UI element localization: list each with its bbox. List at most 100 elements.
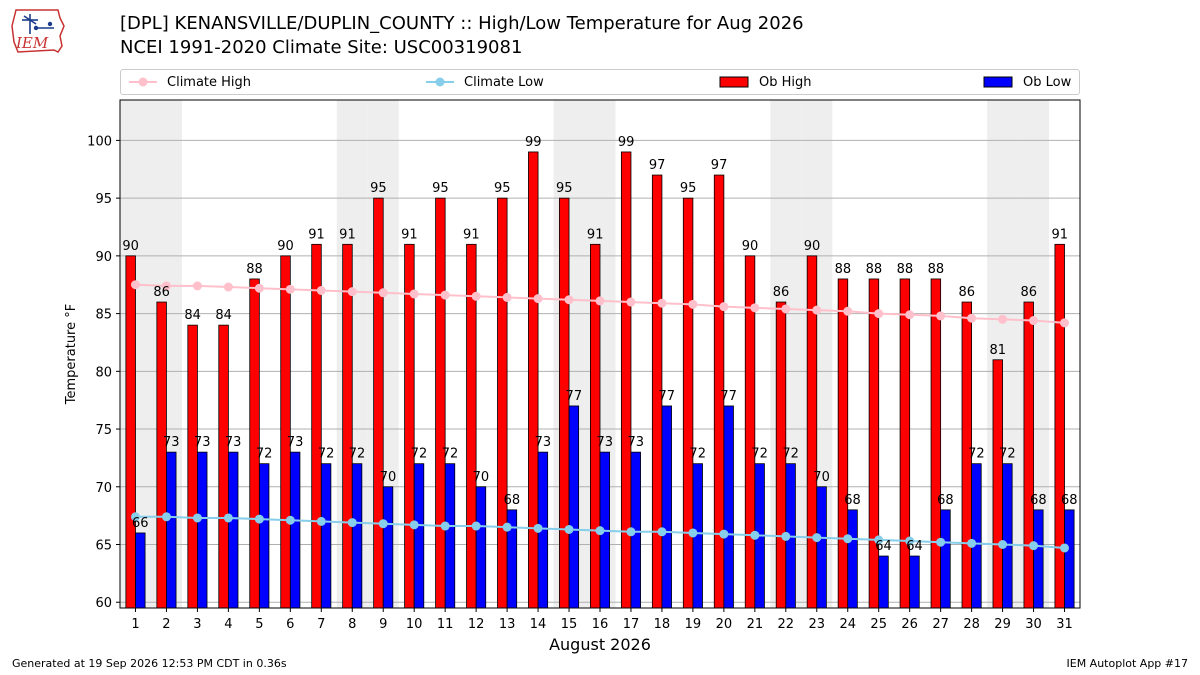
climate-low-point [781, 531, 791, 541]
ob-low-bar [847, 509, 858, 609]
ob-high-label: 91 [308, 227, 325, 242]
climate-high-point [626, 297, 636, 307]
iem-logo: IEM [11, 9, 65, 53]
ob-high-swatch [719, 76, 749, 88]
climate-low-point [812, 533, 822, 543]
x-tick-label: 20 [716, 617, 733, 632]
ob-low-label: 77 [720, 389, 737, 404]
climate-low-point [1060, 543, 1070, 553]
y-tick-label: 100 [87, 134, 112, 149]
climate-low-point [657, 527, 667, 537]
ob-low-bar [878, 555, 889, 609]
y-tick-label: 90 [95, 250, 112, 265]
ob-low-label: 73 [194, 435, 211, 450]
ob-low-label: 68 [937, 493, 954, 508]
x-tick-label: 12 [468, 617, 485, 632]
climate-low-point [595, 526, 605, 536]
ob-high-label: 91 [463, 227, 480, 242]
climate-low-point [564, 524, 574, 534]
ob-high-bar [992, 359, 1003, 609]
legend-label-ob-high: Ob High [759, 74, 812, 90]
ob-low-label: 72 [349, 447, 366, 462]
climate-low-point [1029, 541, 1039, 551]
ob-low-label: 68 [1061, 493, 1078, 508]
ob-low-label: 72 [751, 447, 768, 462]
ob-low-bar [227, 451, 239, 609]
x-tick-label: 31 [1056, 617, 1073, 632]
x-tick-label: 18 [654, 617, 671, 632]
ob-high-label: 91 [401, 227, 418, 242]
ob-high-label: 88 [928, 262, 945, 277]
ob-high-label: 95 [494, 181, 511, 196]
climate-low-point [254, 514, 264, 524]
climate-high-point [657, 298, 667, 308]
ob-high-label: 86 [773, 285, 790, 300]
climate-high-point [905, 310, 915, 320]
climate-high-point [874, 309, 884, 319]
climate-low-point [905, 536, 915, 546]
ob-high-label: 91 [587, 227, 604, 242]
climate-low-point [316, 516, 326, 526]
ob-high-bar [342, 243, 353, 609]
ob-low-bar [444, 463, 456, 609]
climate-high-point [285, 284, 295, 294]
x-tick-label: 9 [379, 617, 387, 632]
ob-low-label: 72 [318, 447, 335, 462]
ob-high-bar [497, 197, 508, 609]
ob-low-label: 77 [658, 389, 675, 404]
x-tick-label: 24 [839, 617, 856, 632]
climate-low-swatch [426, 77, 454, 87]
ob-high-bar [930, 278, 942, 609]
climate-high-point [1029, 316, 1039, 326]
climate-low-point [719, 529, 729, 539]
ob-high-label: 84 [215, 308, 232, 323]
ob-low-bar [351, 463, 363, 609]
ob-low-label: 73 [535, 435, 552, 450]
x-tick-label: 30 [1025, 617, 1042, 632]
ob-high-label: 97 [711, 158, 728, 173]
climate-low-point [626, 527, 636, 537]
x-tick-label: 1 [131, 617, 139, 632]
legend-label-ob-low: Ob Low [1023, 74, 1072, 90]
ob-low-label: 73 [597, 435, 614, 450]
ob-high-label: 86 [959, 285, 976, 300]
ob-high-label: 91 [339, 227, 356, 242]
x-tick-label: 3 [193, 617, 201, 632]
climate-high-swatch [129, 77, 157, 87]
climate-high-point [998, 314, 1008, 324]
ob-high-label: 88 [866, 262, 883, 277]
y-tick-label: 75 [95, 423, 112, 438]
x-tick-label: 8 [348, 617, 356, 632]
ob-low-bar [661, 405, 672, 609]
ob-high-label: 88 [246, 262, 263, 277]
legend-label-climate-low: Climate Low [464, 74, 544, 90]
x-tick-label: 4 [224, 617, 232, 632]
ob-high-bar [1054, 243, 1065, 609]
ob-low-bar [1064, 509, 1075, 609]
ob-high-label: 95 [556, 181, 573, 196]
ob-low-bar [289, 451, 301, 609]
ob-high-label: 99 [618, 135, 635, 150]
climate-high-point [409, 289, 419, 299]
climate-high-point [161, 281, 171, 291]
ob-low-label: 72 [442, 447, 459, 462]
ob-high-label: 90 [804, 239, 821, 254]
ob-low-label: 68 [504, 493, 521, 508]
x-tick-label: 22 [778, 617, 795, 632]
ob-low-label: 72 [256, 447, 273, 462]
ob-low-label: 72 [999, 447, 1016, 462]
climate-high-point [936, 311, 946, 321]
ob-high-label: 86 [1020, 285, 1037, 300]
climate-high-point [595, 296, 605, 306]
legend-item-climate-low: Climate Low [426, 70, 544, 94]
x-tick-label: 11 [437, 617, 454, 632]
ob-low-label: 72 [968, 447, 985, 462]
legend: Climate High Climate Low Ob High Ob Low [120, 69, 1080, 95]
x-tick-label: 13 [499, 617, 516, 632]
y-tick-label: 80 [95, 365, 112, 380]
climate-high-point [223, 282, 233, 292]
ob-low-label: 64 [906, 539, 923, 554]
data-labels: 90 66 86 73 84 73 84 73 88 72 90 73 91 72 91 72 95 70 91 72… [122, 135, 1077, 554]
ob-high-bar [280, 255, 291, 609]
